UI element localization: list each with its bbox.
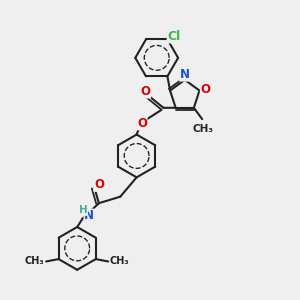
Text: CH₃: CH₃: [25, 256, 44, 266]
Text: H: H: [79, 205, 88, 215]
Text: CH₃: CH₃: [192, 124, 213, 134]
Text: O: O: [94, 178, 104, 191]
Text: N: N: [84, 209, 94, 222]
Text: O: O: [137, 117, 147, 130]
Text: CH₃: CH₃: [110, 256, 130, 266]
Text: N: N: [180, 68, 190, 81]
Text: O: O: [140, 85, 151, 98]
Text: Cl: Cl: [167, 30, 181, 43]
Text: O: O: [200, 82, 210, 95]
